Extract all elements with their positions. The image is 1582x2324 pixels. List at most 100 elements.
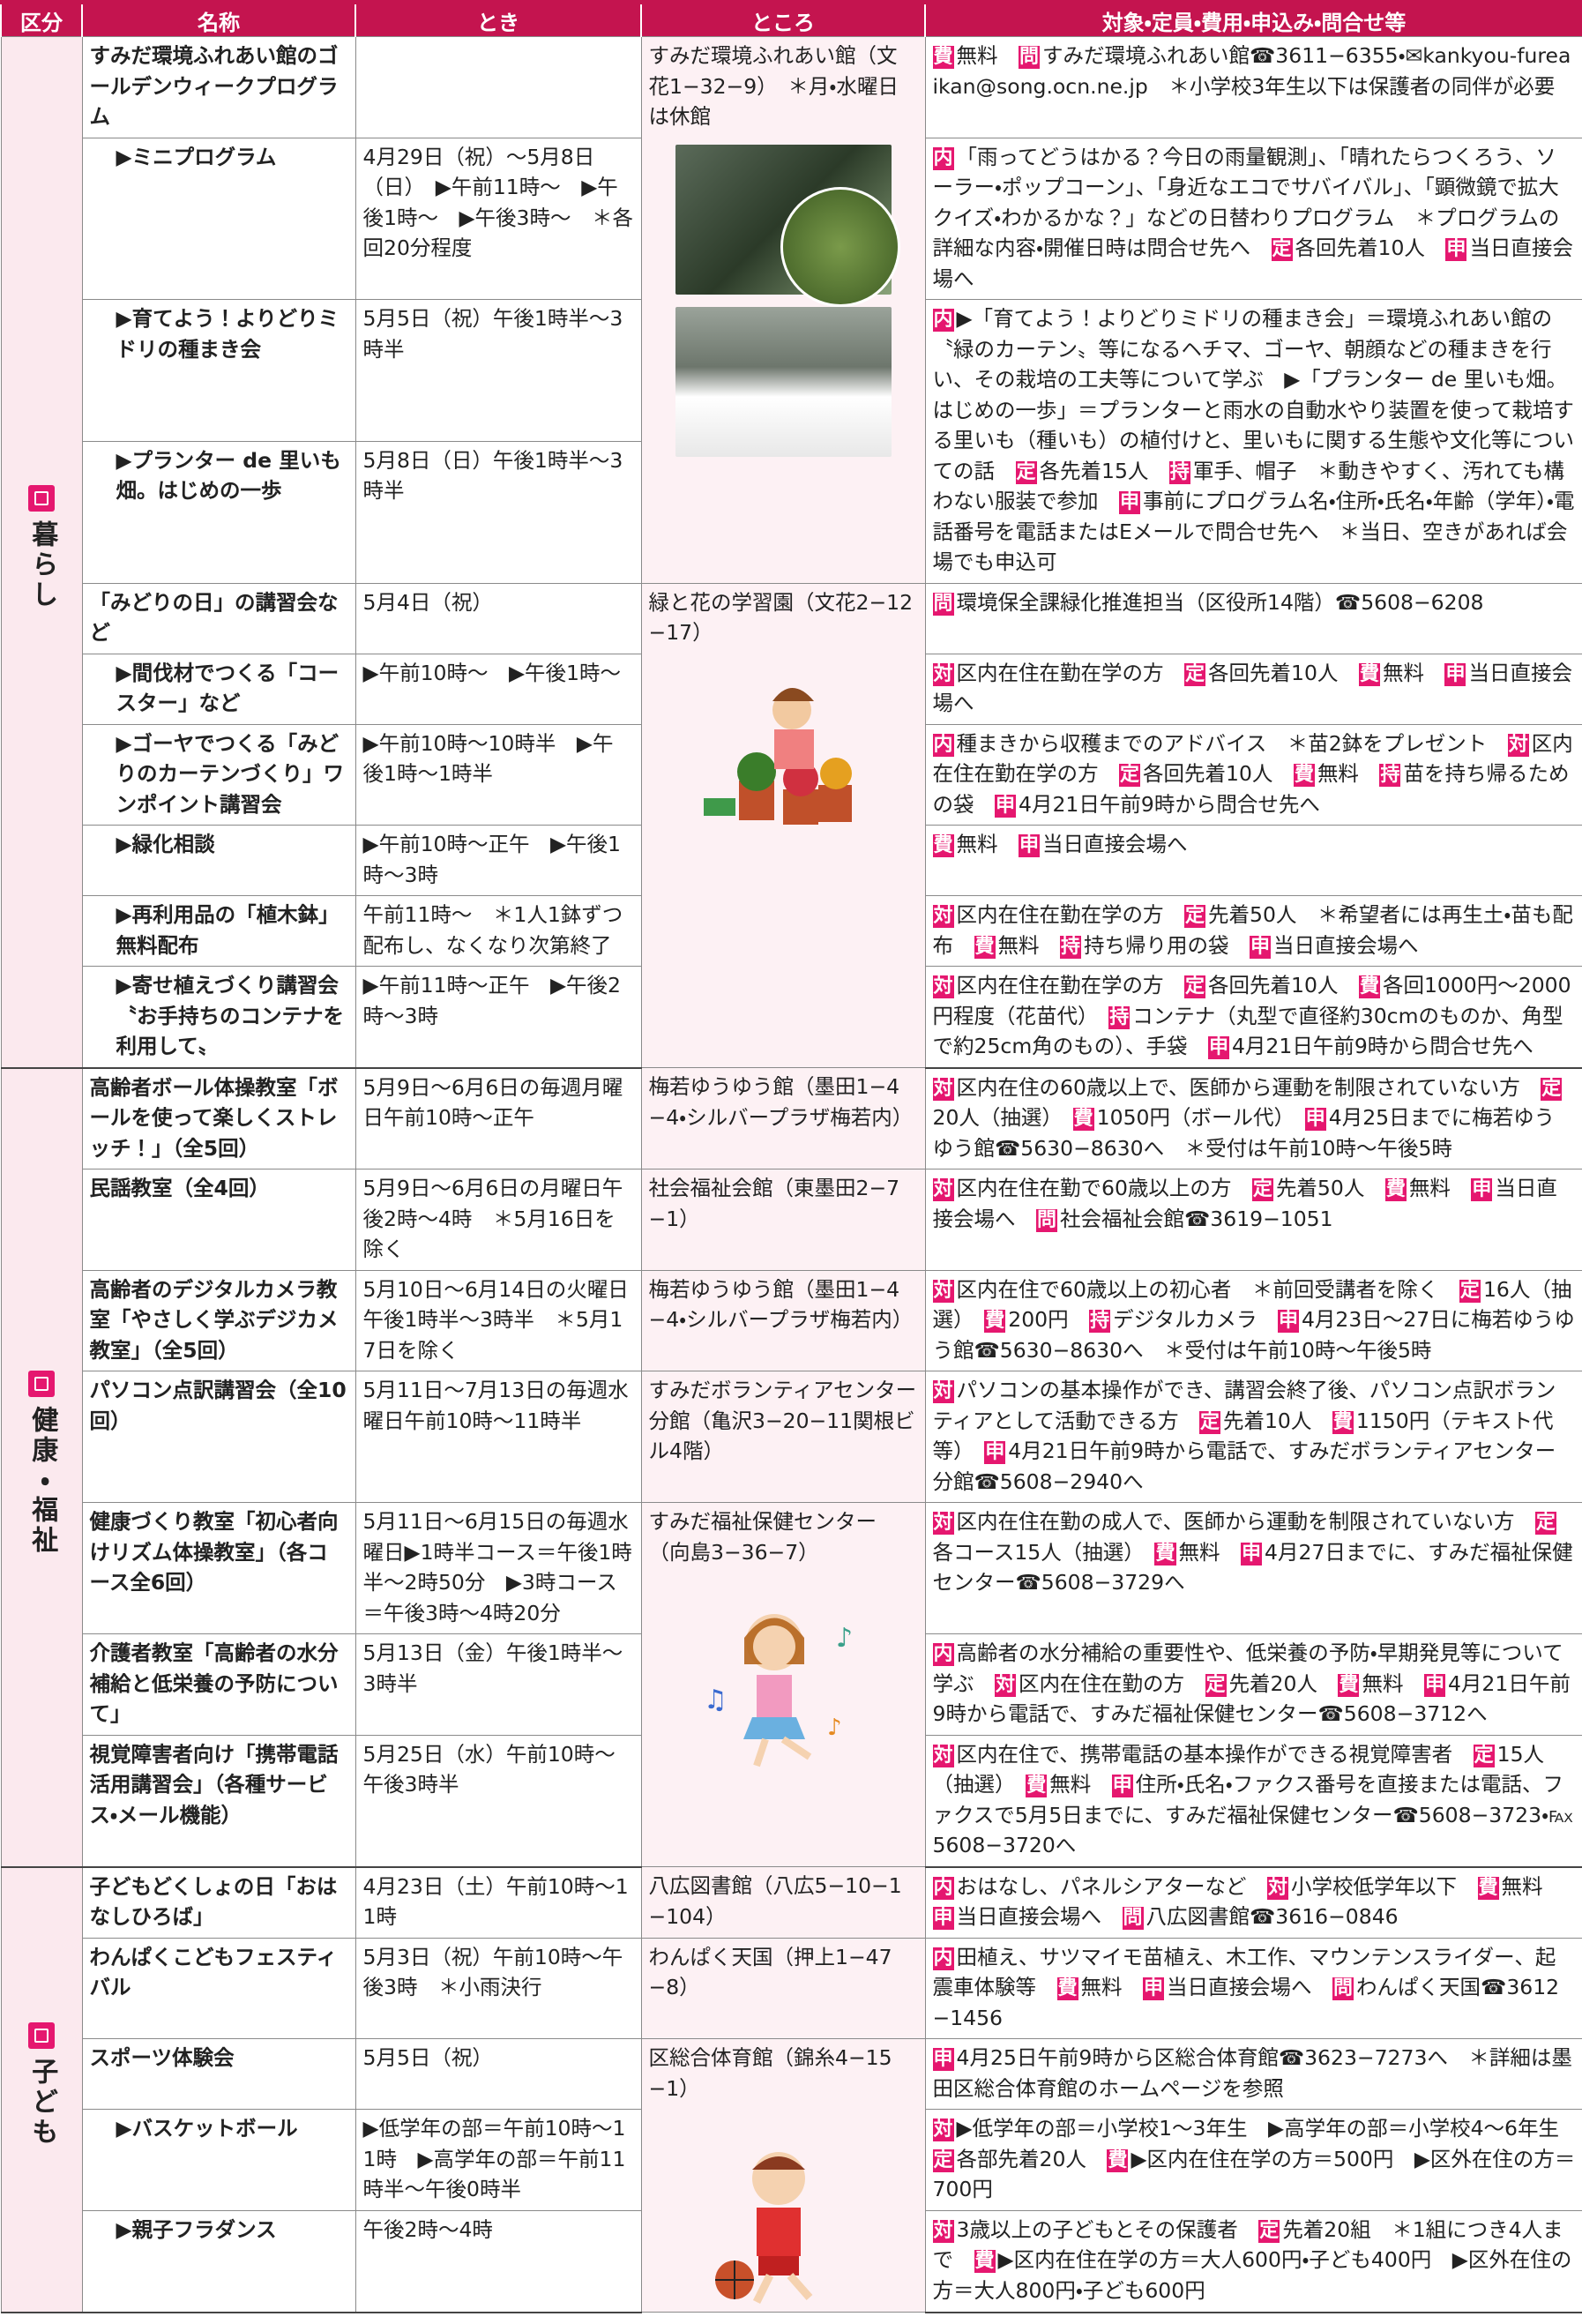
detail-text: コンテナ（丸型で直径約30cmのものか、角型で約25cm角のもの）、手袋 [932,1003,1563,1059]
name-text: すみだ環境ふれあい館のゴールデンウィークプログラム [89,43,339,129]
section-icon [28,485,55,512]
time-text: 午後2時〜4時 [362,2216,493,2242]
detail-text: 苗を持ち帰るための袋 [932,761,1570,817]
event-name: ▶ゴーヤでつくる「みどりのカーテンづくり」ワンポイント講習会 [81,723,356,826]
table-row: 健康づくり教室「初心者向けリズム体操教室」（各コース全6回） 5月11日〜6月15… [1,1502,1582,1867]
detail-badge: 費 [1107,2148,1129,2172]
event-time: ▶午前10時〜 ▶午後1時〜 [354,653,642,725]
detail-badge: 問 [1019,46,1041,69]
time-text: 5月8日（日）午後1時半〜3時半 [362,447,623,504]
detail-text: 4月21日午前9時から問合せ先へ [1019,791,1320,817]
detail-text: 無料 [956,43,1019,68]
detail-text: 200円 [1008,1307,1090,1332]
event-name: ▶寄せ植えづくり講習会〝お手持ちのコンテナを利用して〟 [81,966,356,1069]
name-text: ▶ミニプログラム [116,144,277,169]
name-text: 子どもどくしょの日「おはなしひろば」 [89,1873,338,1930]
event-details: 対 ▶低学年の部＝小学校1〜3年生 ▶高学年の部＝小学校4〜6年生 定各部先着20… [924,2109,1582,2211]
time-text: 5月11日〜6月15日の毎週水曜日▶1時半コース＝午後1時半〜2時50分 ▶3時… [362,1509,632,1625]
table-body: 暮らし すみだ環境ふれあい館のゴールデンウィークプログラム すみだ環境ふれあい館（文… [0,36,1582,2313]
event-time: 5月11日〜6月15日の毎週水曜日▶1時半コース＝午後1時半〜2時50分 ▶3時… [354,1502,642,1634]
detail-text: 先着10人 [1222,1408,1332,1433]
detail-text: 20人（抽選） [932,1105,1073,1130]
detail-badge: 申 [1207,1036,1229,1059]
name-text: わんぱくこどもフェスティバル [89,1944,338,2000]
name-text: ▶寄せ植えづくり講習会〝お手持ちのコンテナを利用して〟 [116,973,345,1058]
detail-badge: 申 [984,1441,1006,1464]
time-text: ▶午前10時〜 ▶午後1時〜 [362,660,622,685]
detail-text: 当日直接会場へ [956,1904,1123,1929]
detail-badge: 費 [1384,1178,1407,1201]
event-place: 梅若ゆうゆう館（墨田1−4−4・シルバープラザ梅若内） [640,1269,926,1371]
detail-badge: 定 [932,2148,954,2172]
detail-badge: 費 [1293,764,1315,787]
detail-text: 当日直接会場へ [932,235,1573,291]
detail-text: すみだ環境ふれあい館☎3611−6355・✉kankyou-fureaikan@… [932,43,1571,99]
name-text: ▶親子フラダンス [116,2216,277,2242]
table-row: ▶ゴーヤでつくる「みどりのカーテンづくり」ワンポイント講習会 ▶午前10時〜10時… [1,723,1582,826]
place-text: すみだ環境ふれあい館（文花1−32−9） ＊月・水曜日は休館 [648,43,899,129]
detail-text: 当日直接会場へ [1273,932,1419,958]
detail-text: 先着20人 [1228,1670,1339,1696]
detail-text: 16人（抽選） [932,1276,1572,1333]
detail-text: 事前にプログラム名・住所・氏名・年齢（学年）・電話番号を電話またはEメールで問合… [932,489,1575,574]
event-name: ▶プランター de 里いも畑。はじめの一歩 [81,440,356,584]
detail-text: ▶低学年の部＝小学校1〜3年生 ▶高学年の部＝小学校4〜6年生 [956,2116,1580,2141]
event-time: ▶午前10時〜正午 ▶午後1時〜3時 [354,825,642,896]
photo [675,144,900,307]
event-place: 社会福祉会館（東墨田2−7−1） [640,1169,926,1271]
place-text: わんぱく天国（押上1−47−8） [648,1944,892,2000]
detail-badge: 問 [1332,1977,1354,2000]
detail-text: ▶区内在住在学の方＝500円 ▶区外在住の方＝700円 [932,2146,1576,2202]
table-row: ▶親子フラダンス 午後2時〜4時 対 3歳以上の子どもとその保護者 定先着20組 ＊1… [1,2209,1582,2313]
detail-badge: 持 [1379,764,1401,787]
table-row: ▶ミニプログラム 4月29日（祝）〜5月8日（日） ▶午前11時〜 ▶午後1時〜 … [1,137,1582,300]
detail-text: おはなし、パネルシアターなど [956,1873,1268,1899]
detail-text: 無料 [1408,1176,1472,1200]
table-row: パソコン点訳講習会（全10回） 5月11日〜7月13日の毎週水曜日午前10時〜11… [1,1371,1582,1503]
detail-badge: 対 [1267,1876,1289,1900]
table-row: ▶育てよう！よりどりミドリの種まき会 5月5日（祝）午後1時半〜3時半 内 ▶「育てよ… [1,299,1582,584]
name-text: ▶間伐材でつくる「コースター」など [116,660,340,716]
time-text: 5月3日（祝）午前10時〜午後3時 ＊小雨決行 [362,1944,623,2000]
event-details: 対区内在住在勤在学の方 定各回先着10人 費各回1000円〜2000円程度（花苗… [924,966,1582,1069]
event-details: 問環境保全課緑化推進担当（区役所14階）☎5608−6208 [924,582,1582,654]
detail-text: 4月21日午前9時から電話で、すみだ福祉保健センター☎5608−3712へ [932,1670,1571,1727]
event-time: ▶低学年の部＝午前10時〜11時 ▶高学年の部＝午前11時半〜午後0時半 [354,2109,642,2211]
detail-badge: 申 [1444,662,1466,686]
detail-text: 区内在住在勤在学の方 [956,973,1185,998]
detail-badge: 対 [932,2219,954,2243]
detail-badge: 申 [1423,1673,1445,1697]
detail-badge: 申 [1277,1310,1299,1333]
detail-badge: 申 [1471,1178,1493,1201]
detail-text: 3歳以上の子どもとその保護者 [956,2216,1259,2242]
table-row: 子ども 子どもどくしょの日「おはなしひろば」 4月23日（土）午前10時〜11時 八広… [0,1866,1582,2313]
detail-badge: 対 [1507,733,1529,757]
event-details: 対区内在住在勤で60歳以上の方 定先着50人 費無料 申当日直接会場へ 問社会福… [924,1169,1582,1271]
event-time: 5月13日（金）午後1時半〜3時半 [354,1633,642,1736]
detail-badge: 定 [1473,1744,1495,1767]
name-text: 視覚障害者向け「携帯電話活用講習会」（各種サービス・メール機能） [89,1741,339,1827]
place-text: 八広図書館（八広5−10−1−104） [648,1873,902,1929]
detail-text: 区内在住で60歳以上の初心者 ＊前回受講者を除く [956,1276,1459,1302]
event-name: 「みどりの日」の講習会など [81,582,356,654]
table-row: ▶バスケットボール ▶低学年の部＝午前10時〜11時 ▶高学年の部＝午前11時半〜… [1,2109,1582,2211]
detail-badge: 定 [1205,1673,1227,1697]
detail-badge: 問 [932,592,954,616]
event-name: 民謡教室（全4回） [81,1169,356,1271]
event-details: 対区内在住で、携帯電話の基本操作ができる視覚障害者 定 15人（抽選） 費無料 申… [924,1734,1582,1868]
detail-text: 区内在住在勤で60歳以上の方 [956,1176,1252,1200]
event-name: スポーツ体験会 [81,2037,356,2111]
name-text: 健康づくり教室「初心者向けリズム体操教室」（各コース全6回） [89,1509,339,1595]
name-text: ▶再利用品の「植木鉢」無料配布 [116,902,340,958]
detail-text: 田植え、サツマイモ苗植え、木工作、マウンテンスライダー、起震車体験等 [932,1944,1556,2000]
detail-text: 各回先着10人 [1208,660,1359,685]
table-row: ▶再利用品の「植木鉢」無料配布 午前11時〜 ＊1人1鉢ずつ配布し、なくなり次第終… [1,895,1582,967]
photo [675,306,892,457]
event-name: 子どもどくしょの日「おはなしひろば」 [81,1866,356,1939]
detail-badge: 費 [1154,1542,1176,1566]
time-text: 4月23日（土）午前10時〜11時 [362,1873,629,1930]
detail-text: 4月21日午前9時から問合せ先へ [1231,1034,1533,1058]
detail-badge: 対 [932,2119,954,2142]
event-place: 緑と花の学習園（文花2−12−17） [640,582,926,1068]
table-row: わんぱくこどもフェスティバル 5月3日（祝）午前10時〜午後3時 ＊小雨決行 わんぱ… [1,1937,1582,2039]
